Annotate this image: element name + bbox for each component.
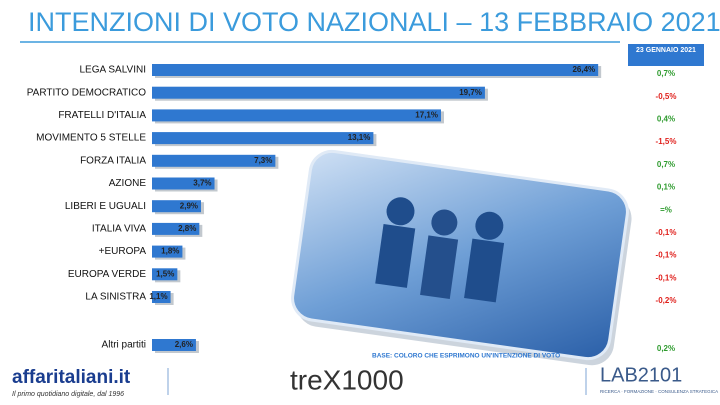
change-label: -0,2%: [656, 296, 677, 305]
bar: [152, 222, 200, 235]
category-label: LEGA SALVINI: [79, 65, 146, 76]
category-label: PARTITO DEMOCRATICO: [27, 87, 146, 98]
category-label: LIBERI E UGUALI: [65, 201, 146, 212]
bar: [152, 268, 178, 281]
photo: [291, 149, 632, 366]
category-label: LA SINISTRA: [85, 292, 146, 303]
value-label: 2,8%: [178, 224, 196, 233]
change-label: -0,1%: [656, 228, 677, 237]
bar: [152, 86, 485, 99]
change-label: 0,1%: [657, 183, 675, 192]
change-label: -0,1%: [656, 273, 677, 282]
category-label: Altri partiti: [102, 340, 146, 351]
value-label: 3,7%: [193, 179, 211, 188]
logo-affari: affaritaliani.it: [12, 367, 131, 388]
value-label: 26,4%: [572, 65, 595, 74]
change-header: 23 GENNAIO 2021: [636, 47, 696, 54]
logo-lab-tagline: RICERCA · FORMAZIONE · CONSULENZA STRATE…: [600, 389, 718, 394]
change-header-box: [628, 44, 704, 66]
change-header-wrap: 23 GENNAIO 2021: [636, 47, 696, 54]
category-label: ITALIA VIVA: [92, 224, 146, 235]
value-label: 1,1%: [149, 292, 167, 301]
bar: [152, 64, 599, 76]
change-label: 0,7%: [657, 69, 675, 78]
category-label: FORZA ITALIA: [80, 155, 146, 166]
bar: [152, 154, 276, 167]
value-label: 19,7%: [459, 88, 482, 97]
bar: [152, 177, 215, 190]
change-label: -0,5%: [656, 92, 677, 101]
category-label: FRATELLI D'ITALIA: [58, 110, 146, 121]
change-label: -0,1%: [656, 251, 677, 260]
value-label: 17,1%: [415, 111, 438, 120]
logo-trex: treX1000: [290, 364, 404, 395]
bar: [152, 245, 183, 258]
value-label: 7,3%: [254, 156, 272, 165]
change-label: =%: [660, 205, 672, 214]
value-label: 2,6%: [175, 340, 193, 349]
change-label: -1,5%: [656, 137, 677, 146]
logo-lab: LAB2101: [600, 364, 682, 386]
value-label: 2,9%: [180, 201, 198, 210]
base-note: BASE: COLORO CHE ESPRIMONO UN'INTENZIONE…: [372, 353, 560, 360]
category-label: +EUROPA: [99, 246, 147, 257]
bar: [152, 339, 196, 351]
bar: [152, 291, 171, 303]
bar: [152, 132, 374, 145]
change-label: 0,4%: [657, 115, 675, 124]
category-label: AZIONE: [109, 178, 147, 189]
logo-affari-tagline: Il primo quotidiano digitale, dal 1996: [12, 391, 124, 398]
bar: [152, 200, 202, 213]
value-label: 1,8%: [161, 247, 179, 256]
category-label: EUROPA VERDE: [68, 269, 146, 280]
change-label: 0,7%: [657, 160, 675, 169]
value-label: 13,1%: [348, 133, 371, 142]
change-label: 0,2%: [657, 344, 675, 353]
chart-title: INTENZIONI DI VOTO NAZIONALI – 13 FEBBRA…: [28, 7, 720, 37]
value-label: 1,5%: [156, 269, 174, 278]
bar: [152, 109, 441, 122]
category-label: MOVIMENTO 5 STELLE: [36, 133, 146, 144]
